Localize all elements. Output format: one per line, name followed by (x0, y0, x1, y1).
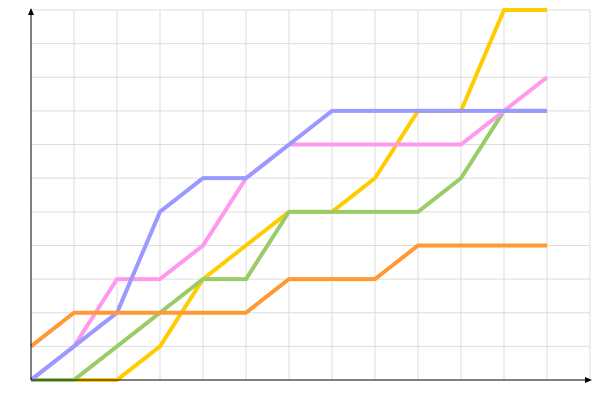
grid (31, 9, 591, 380)
series-line-5 (29, 243, 547, 348)
y-axis-arrow-icon (28, 8, 34, 15)
axes (28, 8, 592, 383)
series-line-2 (31, 108, 547, 382)
x-axis-arrow-icon (585, 377, 592, 383)
